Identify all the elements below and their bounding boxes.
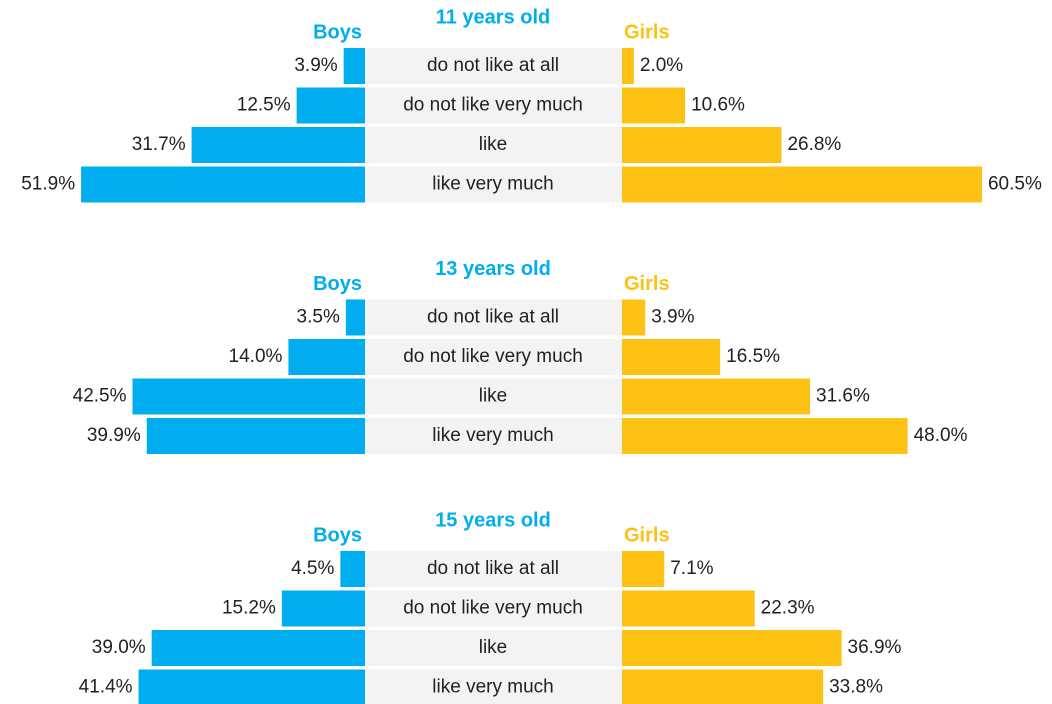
category-box xyxy=(365,418,622,454)
category-label: do not like at all xyxy=(427,307,559,328)
legend-label: Girls xyxy=(624,273,670,295)
bar xyxy=(622,418,908,454)
bar xyxy=(622,669,824,704)
chart-title: 13 years old xyxy=(435,258,551,280)
value-label: 48.0% xyxy=(914,425,968,446)
bar xyxy=(622,299,646,336)
bar xyxy=(343,48,365,84)
bar xyxy=(622,339,721,375)
value-label: 51.9% xyxy=(21,174,75,195)
category-label: do not like at all xyxy=(427,558,559,579)
category-label: do not like at all xyxy=(427,55,559,76)
category-box xyxy=(365,630,622,666)
bar xyxy=(340,551,365,587)
category-box xyxy=(365,339,622,375)
bar xyxy=(622,378,811,415)
bar xyxy=(151,630,365,666)
category-box xyxy=(365,551,622,587)
bar xyxy=(622,166,982,203)
category-label: like very much xyxy=(432,174,553,195)
value-label: 39.0% xyxy=(92,637,146,658)
bar xyxy=(146,418,365,454)
value-label: 16.5% xyxy=(726,346,780,367)
bar xyxy=(345,299,365,336)
bar xyxy=(138,669,365,704)
category-label: like xyxy=(479,637,508,658)
legend-label: Girls xyxy=(624,524,670,546)
legend-label: Boys xyxy=(313,273,362,295)
bar xyxy=(281,590,365,627)
value-label: 3.9% xyxy=(651,307,694,328)
category-box xyxy=(365,48,622,84)
category-box xyxy=(365,669,622,704)
category-box xyxy=(365,87,622,124)
category-box xyxy=(365,299,622,336)
category-label: like very much xyxy=(432,425,553,446)
bar xyxy=(622,551,665,587)
value-label: 12.5% xyxy=(237,95,291,116)
value-label: 7.1% xyxy=(670,558,713,579)
value-label: 4.5% xyxy=(291,558,334,579)
category-label: do not like very much xyxy=(403,346,583,367)
value-label: 31.7% xyxy=(132,134,186,155)
value-label: 15.2% xyxy=(222,598,276,619)
category-box xyxy=(365,166,622,203)
bar xyxy=(622,127,782,163)
bar xyxy=(81,166,366,203)
value-label: 36.9% xyxy=(848,637,902,658)
bar xyxy=(622,48,634,84)
value-label: 60.5% xyxy=(988,174,1042,195)
bar xyxy=(191,127,365,163)
value-label: 41.4% xyxy=(79,677,133,698)
category-label: like xyxy=(479,386,508,407)
chart-title: 15 years old xyxy=(435,509,551,531)
value-label: 26.8% xyxy=(787,134,841,155)
bar xyxy=(296,87,365,124)
bar xyxy=(622,87,686,124)
value-label: 3.5% xyxy=(297,307,340,328)
category-label: like very much xyxy=(432,677,553,698)
category-label: do not like very much xyxy=(403,598,583,619)
chart-title: 11 years old xyxy=(436,6,551,28)
legend-label: Boys xyxy=(313,524,362,546)
value-label: 42.5% xyxy=(73,386,127,407)
value-label: 22.3% xyxy=(761,598,815,619)
value-label: 33.8% xyxy=(829,677,883,698)
category-box xyxy=(365,590,622,627)
category-box xyxy=(365,378,622,415)
category-label: like xyxy=(479,134,508,155)
bar xyxy=(622,590,755,627)
bar xyxy=(622,630,842,666)
category-box xyxy=(365,127,622,163)
value-label: 14.0% xyxy=(229,346,283,367)
value-label: 39.9% xyxy=(87,425,141,446)
value-label: 2.0% xyxy=(640,55,683,76)
legend-label: Girls xyxy=(624,21,670,43)
value-label: 3.9% xyxy=(294,55,337,76)
value-label: 10.6% xyxy=(691,95,745,116)
bar xyxy=(288,339,365,375)
bar xyxy=(132,378,365,415)
value-label: 31.6% xyxy=(816,386,870,407)
category-label: do not like very much xyxy=(403,95,583,116)
legend-label: Boys xyxy=(313,21,362,43)
